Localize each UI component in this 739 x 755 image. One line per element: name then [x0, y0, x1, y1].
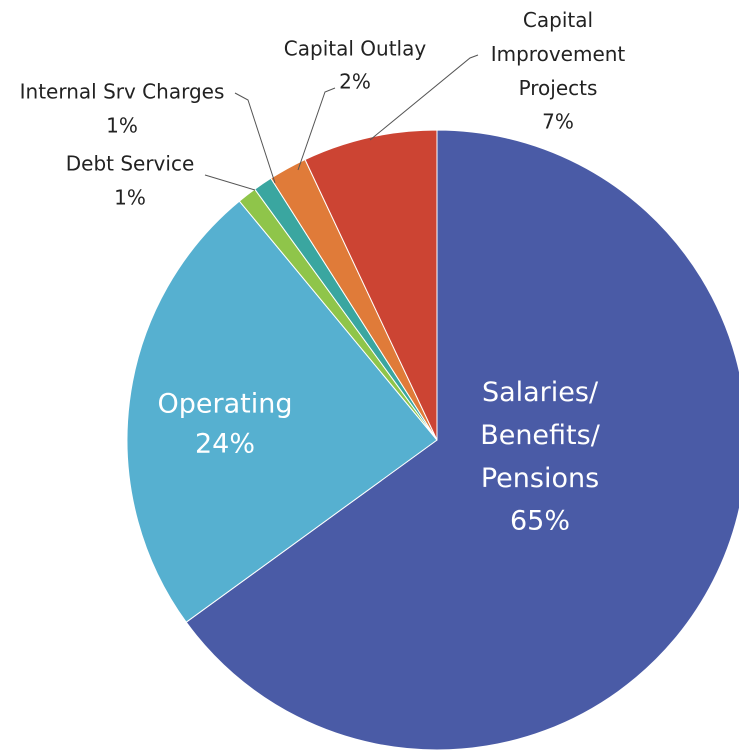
slice-label: Internal Srv Charges: [20, 80, 225, 104]
leader-line: [297, 87, 336, 171]
leader-line: [234, 92, 276, 184]
slice-value-label: 65%: [510, 506, 570, 537]
slice-label: Debt Service: [66, 152, 195, 176]
slice-value-label: 2%: [339, 70, 371, 94]
leader-line: [204, 174, 256, 191]
slice-label: Operating: [158, 389, 293, 420]
pie-slice: [304, 129, 438, 441]
slice-value-label: 7%: [542, 110, 574, 134]
slice-value-label: 1%: [106, 114, 138, 138]
slice-value-label: 1%: [114, 186, 146, 210]
slice-label: Salaries/Benefits/Pensions: [480, 377, 601, 494]
pie-slice: [126, 200, 438, 623]
slice-label: Capital Outlay: [284, 37, 427, 61]
slice-value-label: 24%: [195, 429, 255, 460]
pie-slice: [185, 129, 739, 751]
leader-line: [369, 54, 479, 141]
slice-label: Capital Improvement Projects: [491, 8, 626, 100]
